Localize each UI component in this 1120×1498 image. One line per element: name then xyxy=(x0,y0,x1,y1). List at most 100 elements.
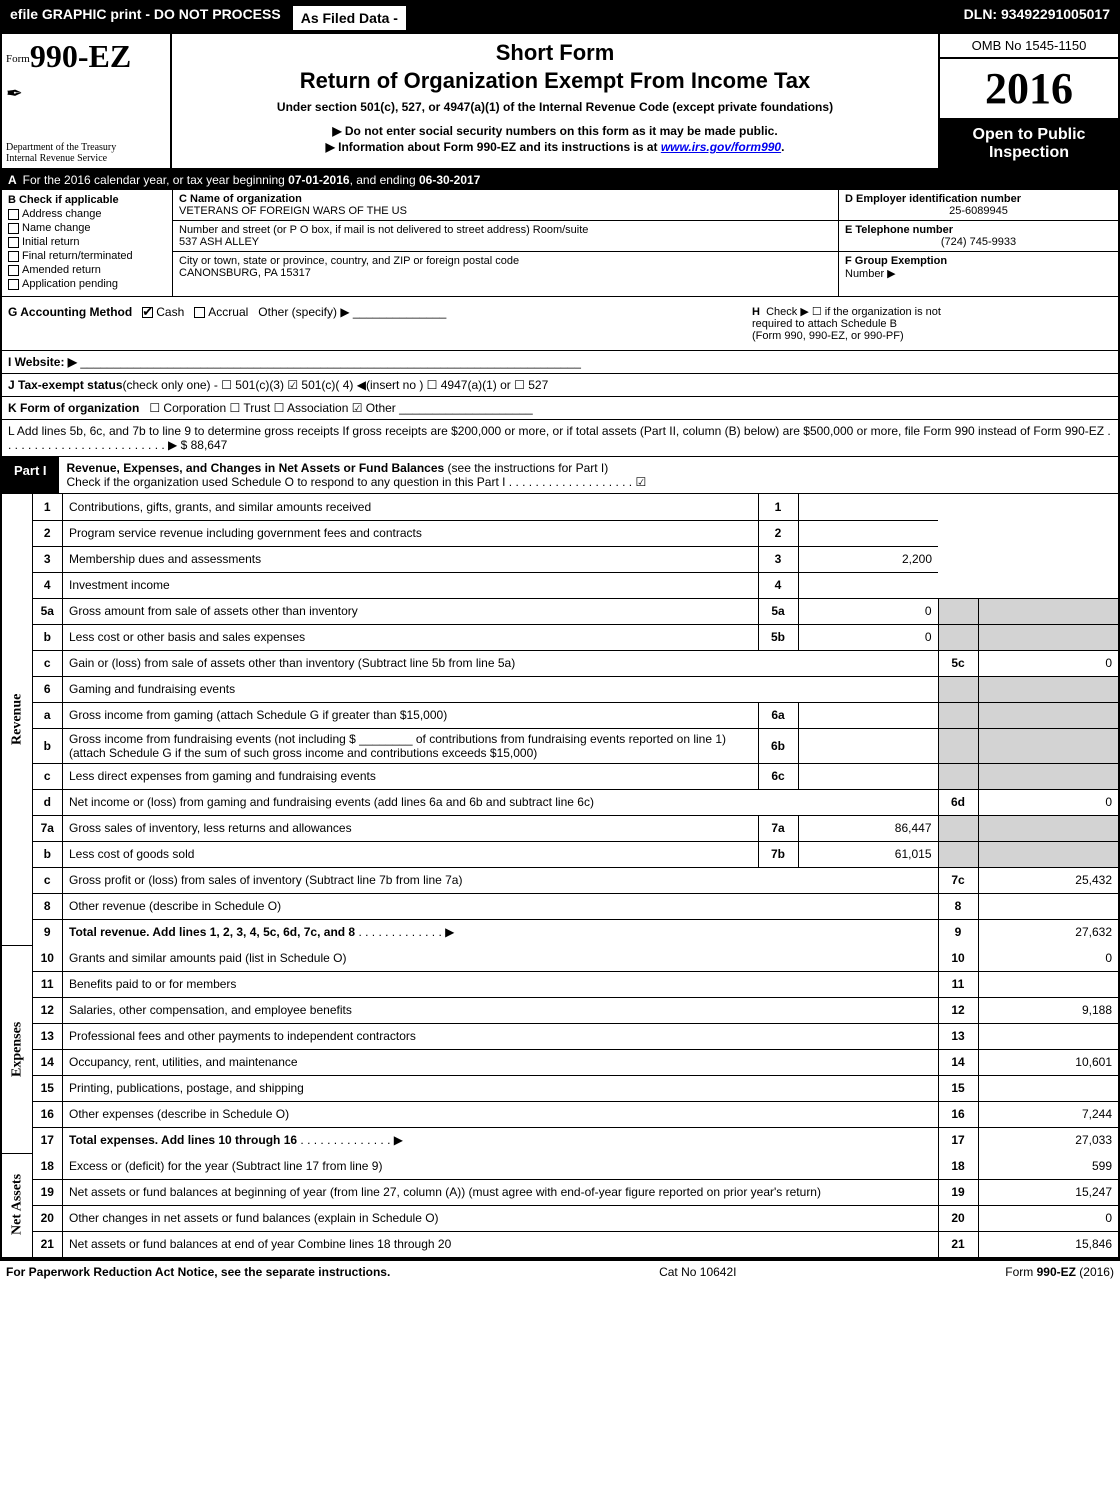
f-label: F Group Exemption xyxy=(845,255,947,267)
rs7a xyxy=(938,815,978,841)
d19: Net assets or fund balances at beginning… xyxy=(63,1179,939,1205)
r13: 13 xyxy=(938,1023,978,1049)
n5a: 5a xyxy=(33,598,63,624)
vs5a xyxy=(978,598,1118,624)
v13 xyxy=(978,1023,1118,1049)
open-public-line1: Open to Public xyxy=(942,126,1116,144)
r8: 8 xyxy=(938,893,978,919)
g-accrual-check[interactable] xyxy=(194,307,205,318)
rs7b xyxy=(938,841,978,867)
info-suffix: . xyxy=(781,140,784,154)
treasury-seal-icon: ✒ xyxy=(6,81,166,106)
n20: 20 xyxy=(33,1205,63,1231)
form-container: efile GRAPHIC print - DO NOT PROCESS As … xyxy=(0,0,1120,1259)
right-info-col: D Employer identification number 25-6089… xyxy=(838,190,1118,296)
f-label2: Number ▶ xyxy=(845,268,896,280)
d5c: Gain or (loss) from sale of assets other… xyxy=(63,650,939,676)
info-prefix: ▶ Information about Form 990-EZ and its … xyxy=(326,140,661,154)
n1: 1 xyxy=(33,494,63,520)
c-city-block: City or town, state or province, country… xyxy=(173,252,838,282)
do-not-enter-text: ▶ Do not enter social security numbers o… xyxy=(182,124,928,138)
mv6c xyxy=(798,763,938,789)
netassets-table: 18Excess or (deficit) for the year (Subt… xyxy=(33,1153,1119,1257)
chk-final-return[interactable]: Final return/terminated xyxy=(8,250,166,262)
ml6c: 6c xyxy=(758,763,798,789)
ml6a: 6a xyxy=(758,702,798,728)
footer-mid: Cat No 10642I xyxy=(659,1265,736,1279)
chk-name-change[interactable]: Name change xyxy=(8,222,166,234)
vs6c xyxy=(978,763,1118,789)
vs7b xyxy=(978,841,1118,867)
r3: 3 xyxy=(758,546,798,572)
r19: 19 xyxy=(938,1179,978,1205)
header-right: OMB No 1545-1150 2016 Open to Public Ins… xyxy=(938,34,1118,168)
g-cash-check[interactable] xyxy=(142,307,153,318)
check-row: B Check if applicable Address change Nam… xyxy=(2,190,1118,297)
mv7b: 61,015 xyxy=(798,841,938,867)
d17: Total expenses. Add lines 10 through 16 … xyxy=(63,1127,939,1153)
chk-initial-return[interactable]: Initial return xyxy=(8,236,166,248)
h-text2: required to attach Schedule B xyxy=(752,318,897,330)
d6: Gaming and fundraising events xyxy=(63,676,939,702)
mv5a: 0 xyxy=(798,598,938,624)
v1 xyxy=(798,494,938,520)
row-a-letter: A xyxy=(8,173,17,187)
n6a: a xyxy=(33,702,63,728)
mv5b: 0 xyxy=(798,624,938,650)
n17: 17 xyxy=(33,1127,63,1153)
vs7a xyxy=(978,815,1118,841)
v17: 27,033 xyxy=(978,1127,1118,1153)
v9: 27,632 xyxy=(978,919,1118,945)
g-accrual-label: Accrual xyxy=(208,305,248,319)
part-i-badge: Part I xyxy=(2,457,59,493)
v8 xyxy=(978,893,1118,919)
g-section: G Accounting Method Cash Accrual Other (… xyxy=(8,305,752,342)
rs5b xyxy=(938,624,978,650)
r1: 1 xyxy=(758,494,798,520)
d12: Salaries, other compensation, and employ… xyxy=(63,997,939,1023)
row-a-text: For the 2016 calendar year, or tax year … xyxy=(23,173,481,187)
row-a-end: 06-30-2017 xyxy=(419,173,480,187)
website-line: I Website: ▶ ___________________________… xyxy=(2,351,1118,374)
chk-amended-return[interactable]: Amended return xyxy=(8,264,166,276)
v19: 15,247 xyxy=(978,1179,1118,1205)
b-label: B Check if applicable xyxy=(8,194,166,206)
main-table: Revenue 1Contributions, gifts, grants, a… xyxy=(2,494,1118,1257)
e-label: E Telephone number xyxy=(845,224,953,236)
part-i-sub: (see the instructions for Part I) xyxy=(444,461,608,475)
form-org-line: K Form of organization ☐ Corporation ☐ T… xyxy=(2,397,1118,420)
part-i-header: Part I Revenue, Expenses, and Changes in… xyxy=(2,457,1118,494)
d6d: Net income or (loss) from gaming and fun… xyxy=(63,789,939,815)
row-a-mid: , and ending xyxy=(350,173,419,187)
treasury-text: Department of the Treasury Internal Reve… xyxy=(6,142,166,164)
chk-application-pending[interactable]: Application pending xyxy=(8,278,166,290)
n10: 10 xyxy=(33,945,63,971)
d18: Excess or (deficit) for the year (Subtra… xyxy=(63,1153,939,1179)
n18: 18 xyxy=(33,1153,63,1179)
city-label: City or town, state or province, country… xyxy=(179,255,832,267)
c-label: C Name of organization xyxy=(179,193,832,205)
g-other-label: Other (specify) ▶ xyxy=(258,305,349,319)
n7c: c xyxy=(33,867,63,893)
chk-address-change[interactable]: Address change xyxy=(8,208,166,220)
d20: Other changes in net assets or fund bala… xyxy=(63,1205,939,1231)
side-revenue: Revenue xyxy=(2,494,32,945)
rs5a xyxy=(938,598,978,624)
chk-label-4: Amended return xyxy=(22,264,101,276)
treasury-line1: Department of the Treasury xyxy=(6,142,166,153)
n13: 13 xyxy=(33,1023,63,1049)
r9: 9 xyxy=(938,919,978,945)
v10: 0 xyxy=(978,945,1118,971)
under-section-text: Under section 501(c), 527, or 4947(a)(1)… xyxy=(182,100,928,114)
v21: 15,846 xyxy=(978,1231,1118,1257)
irs-link[interactable]: www.irs.gov/form990 xyxy=(661,140,781,154)
short-form-title: Short Form xyxy=(182,40,928,66)
r17: 17 xyxy=(938,1127,978,1153)
h-label: H xyxy=(752,306,760,318)
c-column: C Name of organization VETERANS OF FOREI… xyxy=(172,190,838,296)
d5a: Gross amount from sale of assets other t… xyxy=(69,604,358,618)
n12: 12 xyxy=(33,997,63,1023)
vs5b xyxy=(978,624,1118,650)
n19: 19 xyxy=(33,1179,63,1205)
header-row: Form990-EZ ✒ Department of the Treasury … xyxy=(2,34,1118,170)
